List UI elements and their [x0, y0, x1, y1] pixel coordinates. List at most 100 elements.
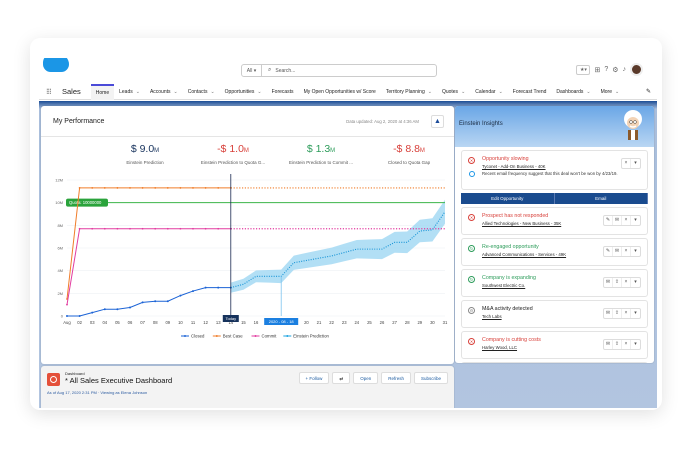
favorites-star-icon[interactable]: ★▾ [576, 64, 591, 75]
einstein-insights-card: Einstein Insights ✕ Opportunity slowing … [455, 106, 654, 363]
search-scope-select[interactable]: All ▾ [242, 65, 262, 76]
insight-action-icon[interactable]: ✉ [604, 278, 613, 287]
insight-action-icon[interactable]: ▾ [634, 279, 637, 285]
nav-item-contacts[interactable]: Contacts ⌄ [183, 84, 220, 100]
nav-item-label: More [600, 88, 612, 95]
insight-action-icon[interactable]: ▾ [634, 341, 637, 347]
insight-item[interactable]: ↻ Re-engaged opportunity Advanced Commun… [461, 238, 648, 266]
nav-item-dashboards[interactable]: Dashboards ⌄ [551, 84, 595, 100]
chevron-down-icon[interactable]: ⌄ [173, 88, 178, 95]
insight-action-icon[interactable]: ✉ [604, 340, 613, 349]
performance-line-chart[interactable]: 0 2M 4M 6M 8M 10M 12M Aug 02 03 04 05 06 07 08 09 10 11 12… [41, 164, 454, 364]
chevron-down-icon[interactable]: ⌄ [498, 88, 503, 95]
help-icon[interactable]: ? [604, 66, 609, 73]
follow-button[interactable]: + Follow [298, 372, 330, 384]
insight-subtitle-link[interactable]: Tech Labs [482, 314, 502, 319]
edit-nav-icon[interactable]: ✎ [645, 89, 651, 95]
salesforce-app: All ▾ ⌕ Search... ★▾ ⊞ ? ⚙ ♪ ⁝⁝⁝ Sales H… [39, 58, 657, 408]
svg-text:08: 08 [153, 320, 158, 325]
insight-action-icon[interactable]: ▾ [634, 217, 637, 223]
insight-subtitle-link[interactable]: Southwest Electric Co. [482, 283, 526, 288]
chart-settings-icon[interactable]: ▲ [431, 114, 444, 128]
open-button[interactable]: Open [353, 372, 379, 384]
svg-text:Einstein Prediction: Einstein Prediction [293, 334, 329, 339]
insight-action-icon[interactable]: ⇪ [613, 340, 622, 349]
svg-text:13: 13 [216, 320, 221, 325]
insight-action-icon[interactable]: ⇪ [613, 309, 622, 318]
search-input[interactable]: Search... [275, 67, 296, 74]
insight-actions: ✉ ⇪ × ▾ [603, 277, 641, 288]
header-utilities: ★▾ ⊞ ? ⚙ ♪ [576, 63, 643, 76]
nav-item-territory-planning[interactable]: Territory Planning ⌄ [381, 84, 437, 100]
nav-item-forecasts[interactable]: Forecasts [267, 84, 299, 100]
insight-title: M&A activity detected [482, 306, 533, 312]
nav-item-accounts[interactable]: Accounts ⌄ [145, 84, 183, 100]
insight-item[interactable]: ⚙ M&A activity detected Tech Labs ✉ ⇪ × ▾ [461, 300, 648, 328]
chevron-down-icon[interactable]: ⌄ [461, 88, 466, 95]
insight-action-icon[interactable]: ✎ [604, 216, 613, 225]
svg-text:6M: 6M [57, 246, 63, 251]
salesforce-logo-icon[interactable] [43, 58, 69, 72]
chevron-down-icon[interactable]: ⌄ [427, 88, 432, 95]
insight-action-icon[interactable]: ⇪ [613, 278, 622, 287]
insight-item[interactable]: ⚙ Add contact? Tal Brown - Upstyle Inc. … [461, 362, 648, 363]
insight-subtitle-link[interactable]: Advanced Communications - Services - 49K [482, 252, 567, 257]
insight-action-icon[interactable]: ▾ [634, 310, 637, 316]
nav-item-more[interactable]: More ⌄ [596, 84, 625, 100]
nav-item-my-open-opportunities-w-score[interactable]: My Open Opportunities w/ Score [299, 84, 381, 100]
insight-action-icon[interactable]: × [622, 309, 631, 318]
app-launcher-icon[interactable]: ⁝⁝⁝ [46, 87, 52, 96]
chevron-down-icon[interactable]: ⌄ [135, 88, 140, 95]
svg-text:20: 20 [304, 320, 309, 325]
nav-item-label: Territory Planning [385, 88, 425, 95]
chevron-down-icon[interactable]: ⌄ [586, 88, 591, 95]
nav-item-home[interactable]: Home [90, 83, 115, 100]
avatar[interactable] [630, 63, 643, 76]
insight-item[interactable]: ↻ Company is expanding Southwest Electri… [461, 269, 648, 297]
insight-subtitle-link[interactable]: Tyconet - Add-On Business - 40K [482, 164, 546, 169]
insight-action-icon[interactable]: × [622, 247, 631, 256]
dashboard-label: Dashboard [65, 371, 85, 376]
insight-action-icon[interactable]: ✉ [613, 247, 622, 256]
chevron-down-icon[interactable]: ⌄ [257, 88, 262, 95]
insight-item[interactable]: ✕ Prospect has not responded Allied Tech… [461, 207, 648, 235]
einstein-mascot-icon [624, 110, 642, 140]
share-icon[interactable]: ⇄ [332, 372, 351, 384]
insight-action-icon[interactable]: ▾ [634, 160, 637, 166]
nav-item-quotes[interactable]: Quotes ⌄ [437, 84, 470, 100]
global-actions-icon[interactable]: ⊞ [594, 66, 601, 74]
insight-action-icon[interactable]: × [622, 159, 631, 168]
insight-actions: ✉ ⇪ × ▾ [603, 308, 641, 319]
search-scope-label: All [246, 67, 253, 74]
insight-action-icon[interactable]: ▾ [634, 248, 637, 254]
gear-icon[interactable]: ⚙ [612, 66, 619, 74]
dashboard-title[interactable]: * All Sales Executive Dashboard [65, 376, 173, 385]
metric-label: Closed to Quota Gap [387, 160, 431, 165]
insight-action-icon[interactable]: × [622, 340, 631, 349]
insight-action-icon[interactable]: ✉ [613, 216, 622, 225]
insight-item[interactable]: ✕ Opportunity slowing Tyconet - Add-On B… [461, 150, 648, 190]
global-search[interactable]: All ▾ ⌕ Search... [241, 64, 437, 77]
nav-item-calendar[interactable]: Calendar ⌄ [470, 84, 508, 100]
nav-item-opportunities[interactable]: Opportunities ⌄ [220, 84, 267, 100]
chevron-down-icon[interactable]: ⌄ [210, 88, 215, 95]
insight-action-icon[interactable]: × [622, 216, 631, 225]
svg-text:07: 07 [140, 320, 145, 325]
svg-text:2M: 2M [57, 291, 63, 296]
insight-action-icon[interactable]: ✎ [604, 247, 613, 256]
insight-subtitle-link[interactable]: Allied Technologies - New Business - 35K [482, 221, 562, 226]
insight-subtitle-link[interactable]: Harley Wood, LLC [482, 345, 518, 350]
chevron-down-icon[interactable]: ⌄ [614, 88, 620, 95]
insight-action-icon[interactable]: ✉ [604, 309, 613, 318]
edit-opportunity-button[interactable]: Edit Opportunity [461, 193, 555, 204]
nav-item-forecast-trend[interactable]: Forecast Trend [508, 84, 552, 100]
insight-item[interactable]: ✕ Company is cutting costs Harley Wood, … [461, 331, 648, 359]
nav-item-leads[interactable]: Leads ⌄ [114, 84, 145, 100]
bell-icon[interactable]: ♪ [622, 66, 627, 73]
insight-action-icon[interactable]: × [622, 278, 631, 287]
subscribe-button[interactable]: Subscribe [413, 372, 448, 384]
email-button[interactable]: Email [554, 193, 648, 204]
refresh-button[interactable]: Refresh [381, 372, 411, 384]
data-updated-text: Data updated: Aug 2, 2020 at 4:36 AM [346, 118, 419, 124]
nav-item-label: Home [95, 89, 110, 96]
